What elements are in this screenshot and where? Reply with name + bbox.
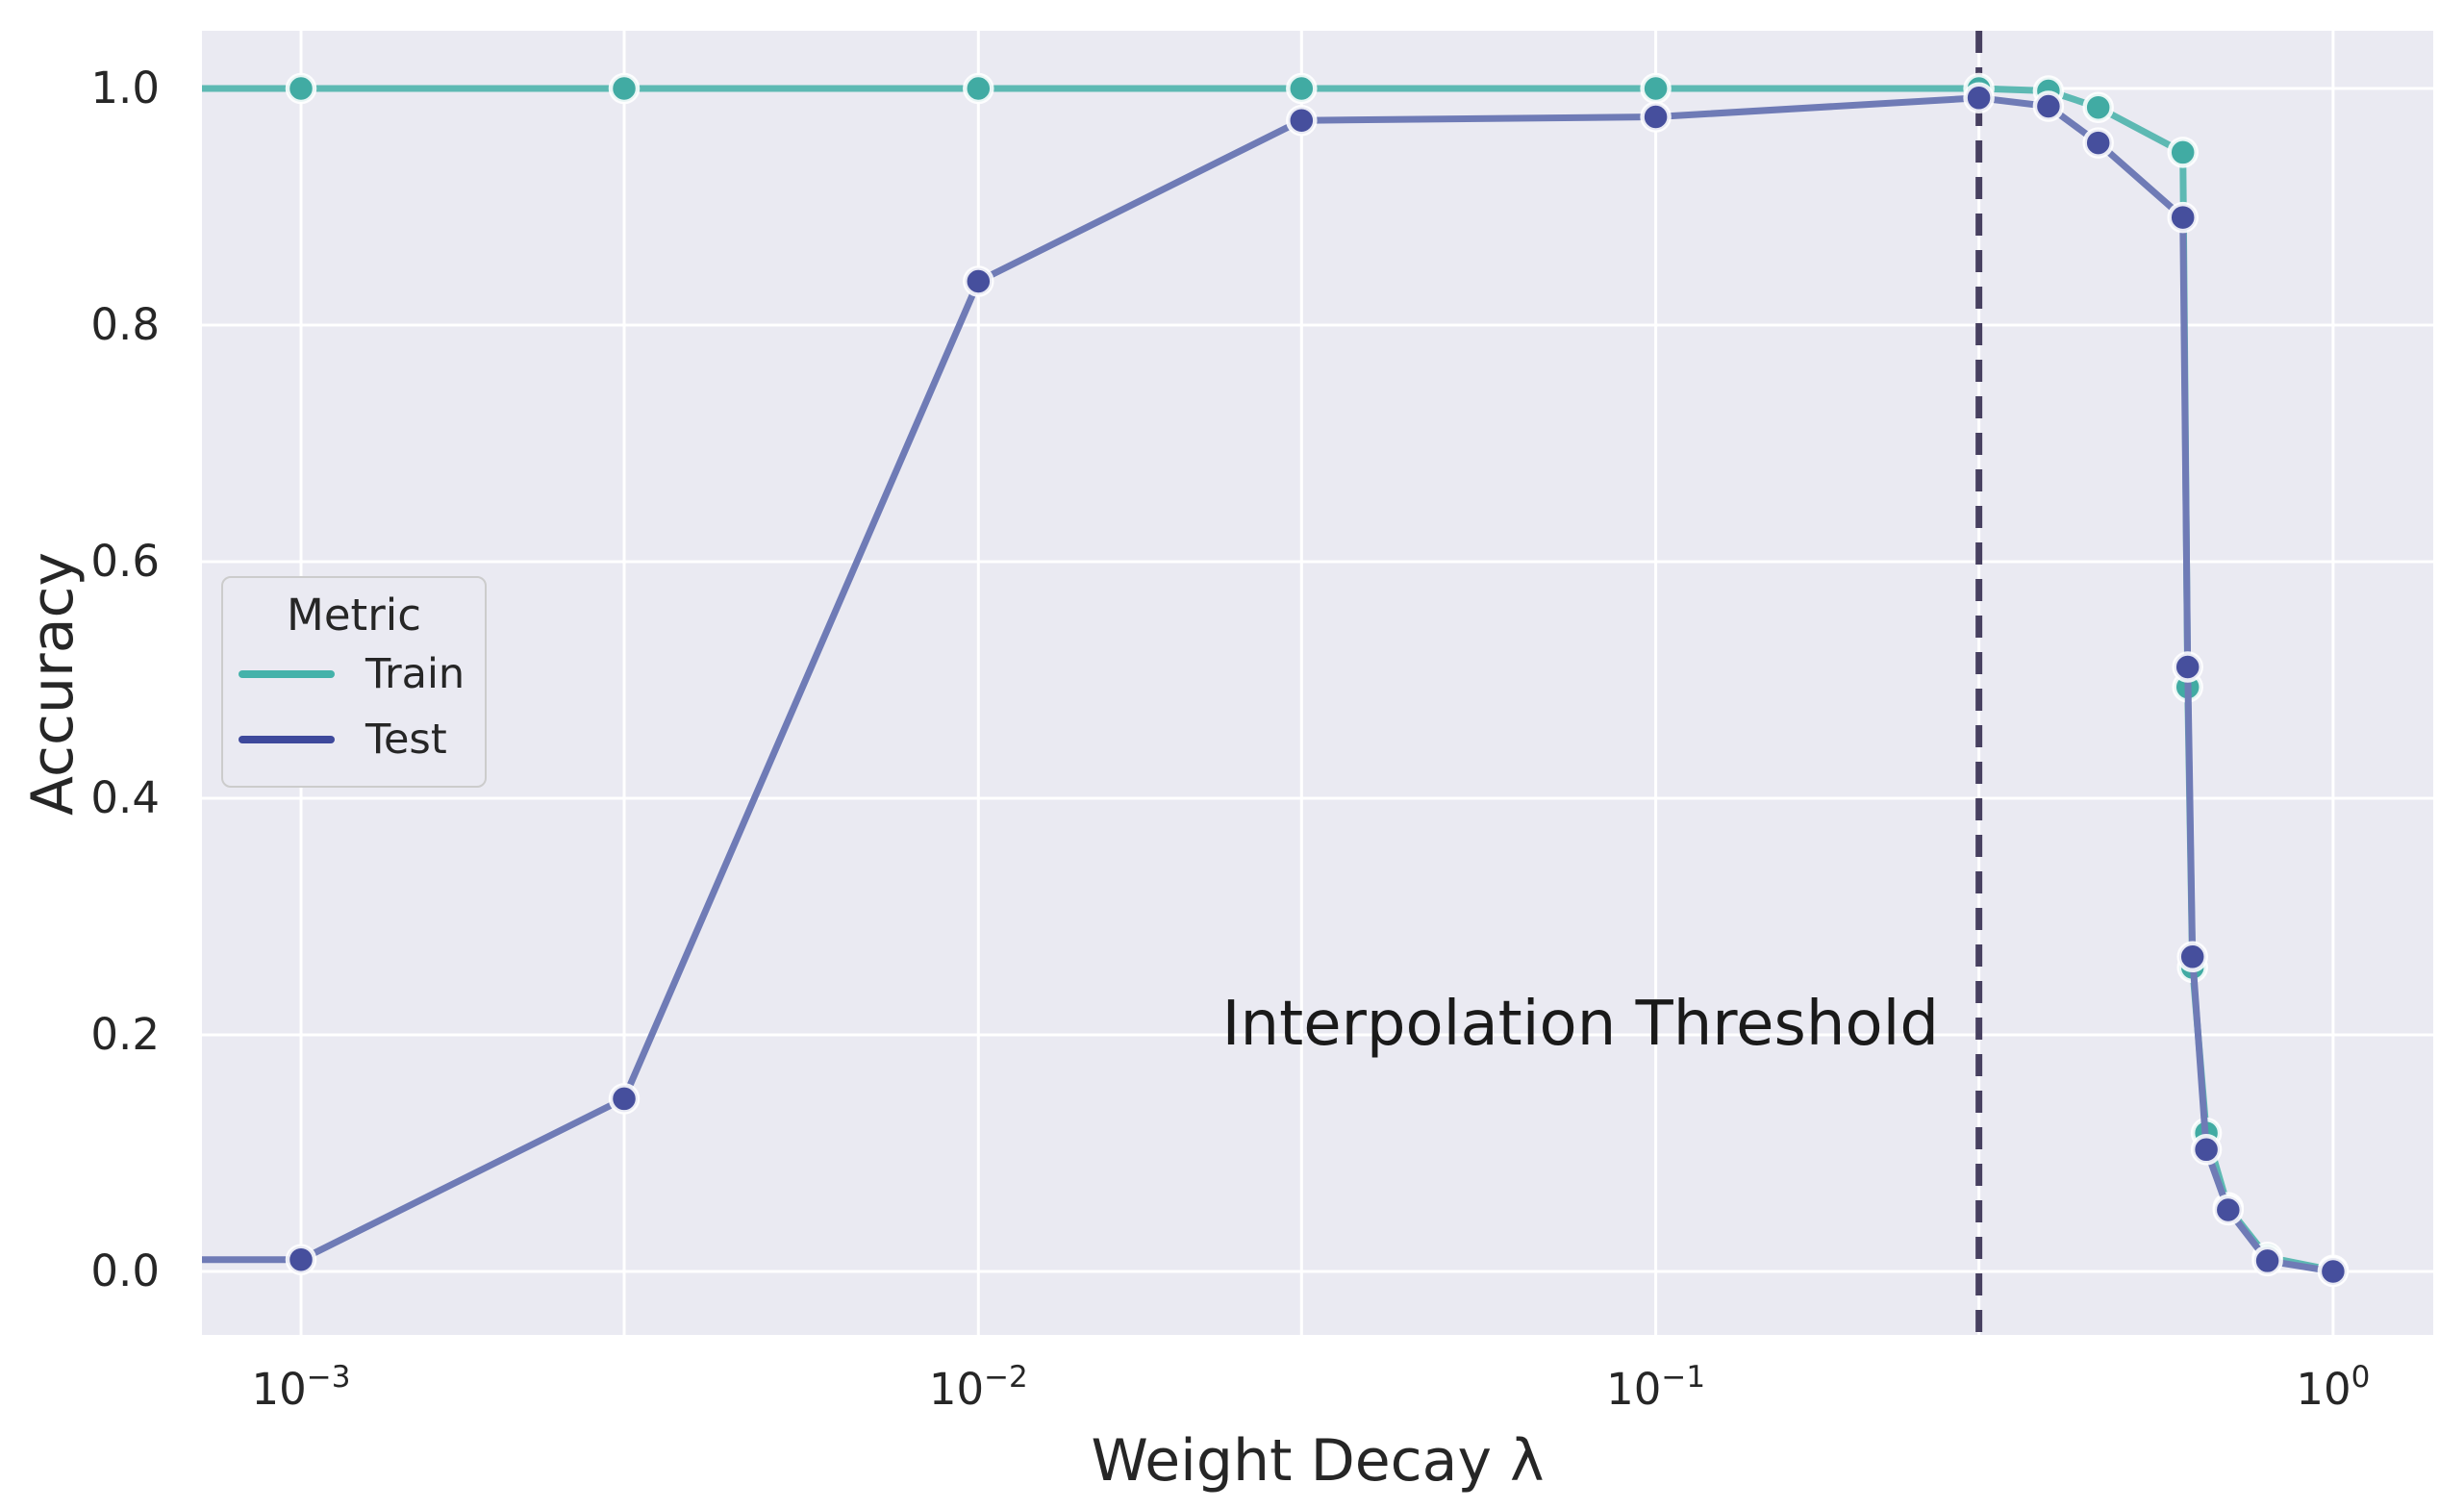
x-tick-exponent: 0 — [2351, 1360, 2371, 1395]
y-tick-label: 0.2 — [90, 1009, 160, 1060]
data-point-train — [1640, 72, 1672, 105]
data-point-test — [1286, 104, 1318, 137]
y-tick-label: 0.6 — [90, 536, 160, 587]
legend-label: Test — [365, 716, 447, 764]
data-point-test — [285, 1244, 317, 1275]
data-point-train — [963, 72, 994, 105]
x-tick-base: 10 — [1606, 1364, 1662, 1415]
data-point-train — [2167, 137, 2199, 168]
x-tick-label: 100 — [2296, 1363, 2370, 1416]
legend: Metric Train Test — [221, 576, 487, 788]
data-point-test — [2251, 1245, 2283, 1277]
legend-row-train: Train — [223, 641, 485, 707]
data-point-test — [2082, 127, 2114, 159]
x-tick-exponent: −3 — [306, 1360, 351, 1395]
x-axis-label: Weight Decay λ — [1091, 1427, 1545, 1495]
data-point-test — [2032, 90, 2065, 122]
x-tick-base: 10 — [2296, 1364, 2351, 1415]
x-tick-exponent: −1 — [1661, 1360, 1706, 1395]
legend-row-test: Test — [223, 707, 485, 772]
data-point-test — [2176, 941, 2208, 973]
data-point-test — [2317, 1255, 2350, 1288]
x-tick-base: 10 — [928, 1364, 985, 1415]
data-point-test — [2172, 651, 2203, 683]
data-point-train — [285, 72, 317, 105]
x-tick-label: 10−1 — [1606, 1363, 1705, 1416]
data-point-test — [1963, 82, 1995, 114]
legend-entries: Train Test — [223, 641, 485, 772]
plot-background — [202, 31, 2433, 1335]
y-tick-label: 1.0 — [90, 63, 160, 113]
series-line-test — [202, 94, 2334, 1275]
data-point-train — [1286, 72, 1318, 105]
legend-label: Train — [365, 650, 465, 698]
y-tick-label: 0.8 — [90, 299, 160, 350]
y-tick-label: 0.0 — [90, 1245, 160, 1296]
y-tick-label: 0.4 — [90, 772, 160, 823]
data-point-test — [2167, 201, 2199, 234]
threshold-annotation: Interpolation Threshold — [1221, 989, 1939, 1060]
legend-title: Metric — [287, 590, 421, 641]
data-point-test — [963, 265, 994, 297]
x-tick-label: 10−2 — [928, 1363, 1028, 1416]
legend-line-swatch — [239, 736, 335, 743]
legend-line-swatch — [239, 670, 335, 678]
data-point-test — [2212, 1194, 2245, 1226]
data-point-test — [1640, 101, 1672, 133]
x-tick-label: 10−3 — [251, 1363, 351, 1416]
x-tick-base: 10 — [251, 1364, 307, 1415]
data-point-train — [2082, 91, 2114, 123]
data-point-test — [608, 1083, 641, 1115]
data-point-test — [2190, 1134, 2223, 1166]
data-point-train — [608, 72, 641, 105]
y-axis-label: Accuracy — [19, 552, 87, 816]
x-tick-exponent: −2 — [984, 1360, 1028, 1395]
